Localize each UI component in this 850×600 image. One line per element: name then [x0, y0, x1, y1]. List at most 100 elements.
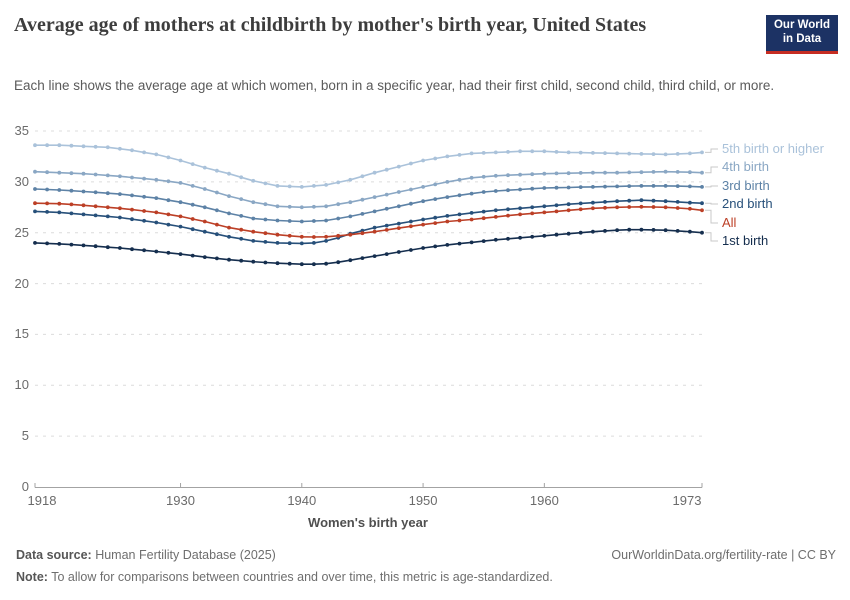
data-point-all[interactable] — [542, 210, 547, 215]
data-point-1st-birth[interactable] — [603, 229, 607, 233]
data-point-3rd-birth[interactable] — [118, 192, 122, 197]
data-point-4th-birth[interactable] — [651, 170, 656, 174]
data-point-5th-birth-or-higher[interactable] — [251, 178, 256, 183]
data-point-5th-birth-or-higher[interactable] — [239, 175, 244, 180]
data-point-3rd-birth[interactable] — [554, 185, 559, 190]
line-series-4th-birth[interactable] — [34, 170, 703, 209]
data-point-4th-birth[interactable] — [178, 181, 183, 185]
data-point-5th-birth-or-higher[interactable] — [57, 143, 62, 148]
data-point-2nd-birth[interactable] — [105, 214, 110, 219]
legend-label-all[interactable]: All — [722, 215, 737, 230]
data-point-3rd-birth[interactable] — [493, 189, 498, 193]
legend-label-2nd-birth[interactable]: 2nd birth — [722, 196, 773, 211]
data-point-1st-birth[interactable] — [93, 244, 98, 249]
data-point-5th-birth-or-higher[interactable] — [445, 154, 450, 159]
owid-link[interactable]: OurWorldinData.org/fertility-rate | CC B… — [611, 548, 836, 562]
data-point-5th-birth-or-higher[interactable] — [433, 156, 438, 161]
data-point-all[interactable] — [615, 205, 619, 210]
data-point-1st-birth[interactable] — [178, 252, 183, 256]
data-point-2nd-birth[interactable] — [603, 200, 607, 204]
data-point-4th-birth[interactable] — [81, 171, 86, 176]
data-point-1st-birth[interactable] — [409, 248, 413, 252]
data-point-all[interactable] — [700, 208, 704, 213]
line-series-all[interactable] — [34, 202, 703, 238]
data-point-1st-birth[interactable] — [190, 253, 195, 258]
data-point-all[interactable] — [251, 229, 256, 234]
data-point-4th-birth[interactable] — [227, 194, 231, 199]
data-point-2nd-birth[interactable] — [506, 207, 510, 212]
data-point-4th-birth[interactable] — [481, 174, 486, 179]
data-point-3rd-birth[interactable] — [578, 185, 583, 190]
data-point-3rd-birth[interactable] — [360, 212, 365, 216]
data-point-5th-birth-or-higher[interactable] — [421, 158, 425, 163]
data-point-3rd-birth[interactable] — [81, 189, 86, 194]
data-point-2nd-birth[interactable] — [33, 209, 37, 214]
data-point-5th-birth-or-higher[interactable] — [554, 150, 559, 154]
data-point-5th-birth-or-higher[interactable] — [93, 144, 98, 149]
data-point-all[interactable] — [105, 205, 110, 210]
data-point-5th-birth-or-higher[interactable] — [615, 151, 619, 156]
data-point-5th-birth-or-higher[interactable] — [409, 161, 413, 166]
data-point-5th-birth-or-higher[interactable] — [166, 155, 171, 160]
data-point-all[interactable] — [493, 215, 498, 219]
data-point-3rd-birth[interactable] — [372, 209, 377, 214]
data-point-4th-birth[interactable] — [336, 202, 341, 207]
data-point-5th-birth-or-higher[interactable] — [360, 174, 365, 179]
data-point-2nd-birth[interactable] — [627, 198, 632, 203]
data-point-3rd-birth[interactable] — [348, 214, 353, 219]
data-point-1st-birth[interactable] — [57, 242, 62, 246]
data-point-4th-birth[interactable] — [239, 197, 244, 202]
data-point-3rd-birth[interactable] — [433, 197, 438, 202]
data-point-1st-birth[interactable] — [275, 261, 280, 266]
data-point-3rd-birth[interactable] — [688, 184, 692, 189]
data-point-all[interactable] — [421, 222, 425, 227]
data-point-2nd-birth[interactable] — [554, 203, 559, 208]
data-point-4th-birth[interactable] — [591, 170, 595, 175]
data-point-4th-birth[interactable] — [299, 205, 304, 210]
data-point-all[interactable] — [142, 209, 147, 213]
data-point-all[interactable] — [69, 202, 74, 207]
data-point-1st-birth[interactable] — [433, 244, 438, 249]
data-point-4th-birth[interactable] — [627, 170, 632, 175]
data-point-all[interactable] — [409, 224, 413, 229]
data-point-1st-birth[interactable] — [251, 259, 256, 264]
data-point-all[interactable] — [324, 234, 328, 239]
data-point-5th-birth-or-higher[interactable] — [700, 150, 704, 155]
data-point-2nd-birth[interactable] — [445, 214, 450, 218]
data-point-5th-birth-or-higher[interactable] — [578, 150, 583, 155]
data-point-all[interactable] — [603, 205, 607, 210]
data-point-1st-birth[interactable] — [372, 254, 377, 258]
line-series-2nd-birth[interactable] — [34, 199, 703, 245]
data-point-1st-birth[interactable] — [105, 245, 110, 250]
data-point-3rd-birth[interactable] — [93, 190, 98, 195]
data-point-all[interactable] — [312, 235, 316, 239]
data-point-all[interactable] — [190, 217, 195, 221]
data-point-3rd-birth[interactable] — [603, 184, 607, 189]
data-point-all[interactable] — [215, 222, 219, 227]
data-point-1st-birth[interactable] — [348, 258, 353, 263]
data-point-1st-birth[interactable] — [445, 243, 450, 247]
data-point-2nd-birth[interactable] — [542, 204, 547, 209]
data-point-1st-birth[interactable] — [154, 249, 159, 254]
data-point-all[interactable] — [518, 212, 522, 217]
data-point-5th-birth-or-higher[interactable] — [493, 150, 498, 155]
data-point-5th-birth-or-higher[interactable] — [45, 143, 49, 148]
data-point-1st-birth[interactable] — [81, 243, 86, 248]
data-point-1st-birth[interactable] — [263, 260, 268, 265]
data-point-all[interactable] — [166, 212, 171, 217]
data-point-5th-birth-or-higher[interactable] — [688, 151, 692, 156]
data-point-all[interactable] — [178, 214, 183, 219]
data-point-2nd-birth[interactable] — [299, 241, 304, 246]
data-point-2nd-birth[interactable] — [639, 198, 644, 203]
data-point-2nd-birth[interactable] — [688, 200, 692, 205]
data-point-5th-birth-or-higher[interactable] — [299, 185, 304, 189]
data-point-1st-birth[interactable] — [518, 235, 522, 240]
data-point-3rd-birth[interactable] — [142, 194, 147, 199]
data-point-5th-birth-or-higher[interactable] — [530, 149, 535, 154]
data-point-5th-birth-or-higher[interactable] — [105, 145, 110, 150]
data-point-3rd-birth[interactable] — [566, 185, 571, 190]
data-point-1st-birth[interactable] — [239, 258, 244, 263]
data-point-3rd-birth[interactable] — [178, 200, 183, 205]
data-point-2nd-birth[interactable] — [251, 239, 256, 243]
data-point-3rd-birth[interactable] — [639, 184, 644, 188]
